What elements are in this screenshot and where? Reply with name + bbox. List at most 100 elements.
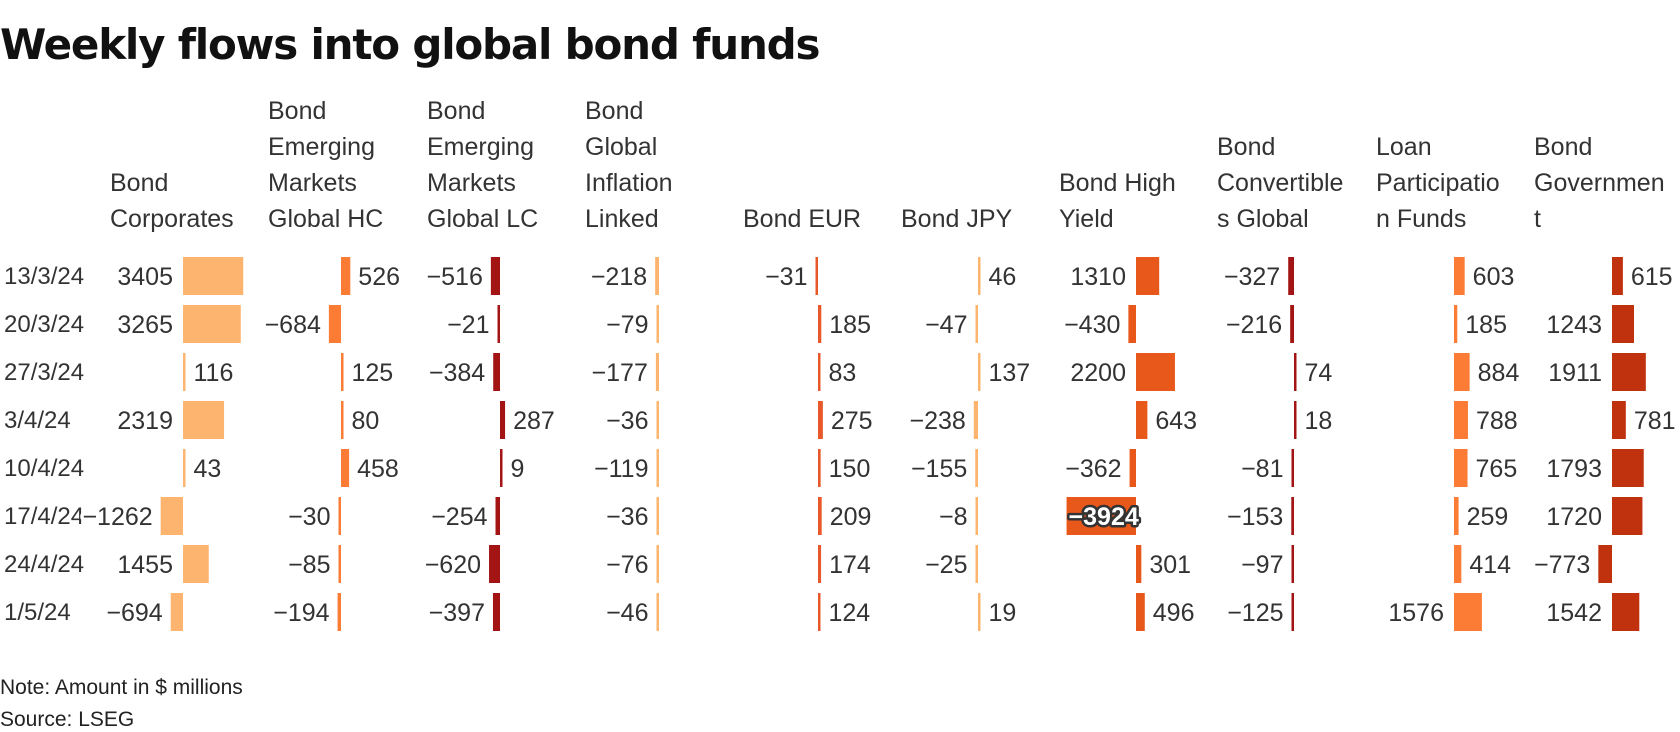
value-label: 414 [1469,551,1511,579]
column-header-bond-high-yield: Bond High Yield [1059,169,1176,233]
value-label: −153 [1227,503,1283,531]
value-label: −216 [1226,311,1282,339]
bar [183,305,241,343]
column-header-bond-jpy: Bond JPY [901,205,1013,233]
row-label: 13/3/24 [4,263,84,290]
bar [1291,497,1294,535]
value-label: 116 [194,359,234,387]
column-headers: Bond Corporates Bond Emerging Markets Global … [110,97,1665,233]
value-label: −30 [288,503,330,531]
bar [978,257,981,295]
value-label: −36 [606,407,648,435]
bar [1291,449,1294,487]
value-label: −36 [606,503,648,531]
bar [1454,545,1462,583]
value-label: −119 [594,455,648,483]
bar [1454,305,1458,343]
bar [338,497,341,535]
value-label: 43 [194,455,222,483]
value-label: 1911 [1548,359,1602,387]
panel-bond-high-yield: 1310 −430 2200 643 −362 −3924 301 496 [1061,257,1201,631]
bar [818,449,821,487]
value-label: 526 [358,263,400,291]
value-label: 781 [1634,407,1676,435]
bar [1294,353,1297,391]
row-label: 1/5/24 [4,599,71,626]
bar [1612,497,1643,535]
value-label: 209 [830,503,872,531]
bar [183,545,209,583]
value-label: 1243 [1546,311,1602,339]
bar [656,497,659,535]
value-label: −97 [1241,551,1283,579]
bar [338,545,341,583]
value-label: 2319 [117,407,173,435]
value-label: 615 [1631,263,1673,291]
value-label: −31 [765,263,807,291]
value-label: 124 [829,599,871,627]
column-header-bond-corporates: Bond Corporates [110,169,234,233]
value-label: 496 [1153,599,1195,627]
value-label: 643 [1155,407,1197,435]
column-header-bond-emerging-markets-global-lc: Bond Emerging Markets Global LC [427,97,538,233]
value-label: 80 [352,407,380,435]
value-label: 2200 [1070,359,1126,387]
bar [818,593,821,631]
value-label: −81 [1241,455,1283,483]
value-label: −397 [429,599,485,627]
panel-bond-convertibles-global: −327 −216 74 18 −81 −153 −97 −125 [1220,257,1336,631]
value-label: −694 [106,599,162,627]
bar [656,401,659,439]
bar [160,497,183,535]
bar [1136,257,1160,295]
value-label: −684 [265,311,321,339]
bar [341,401,344,439]
bar [1612,401,1626,439]
row-label: 27/3/24 [4,359,84,386]
bar [341,257,351,295]
value-label: 9 [511,455,525,483]
value-label: −47 [925,311,967,339]
bar [1291,593,1294,631]
value-label: −238 [909,407,965,435]
chart-title: Weekly flows into global bond funds [0,20,821,69]
bar [818,401,823,439]
row-labels: 13/3/24 20/3/24 27/3/24 3/4/24 10/4/24 17/4/2… [4,263,84,626]
bar [341,449,350,487]
bar [490,257,500,295]
value-label: 884 [1478,359,1520,387]
value-label: 301 [1149,551,1191,579]
value-label: −773 [1534,551,1590,579]
value-label: 83 [829,359,857,387]
value-label: −516 [427,263,483,291]
value-label: 1720 [1546,503,1602,531]
bar [497,305,500,343]
bar [978,593,981,631]
bar [1612,449,1644,487]
panel-bond-global-inflation-linked: −218 −79 −177 −36 −119 −36 −76 −46 [587,257,659,631]
value-label: −384 [429,359,485,387]
bar [495,497,500,535]
value-label: 1310 [1070,263,1126,291]
bar [1454,257,1465,295]
bar [492,593,500,631]
column-header-bond-convertibles-global: Bond Convertible s Global [1217,133,1343,233]
bar [1454,449,1468,487]
value-label: 185 [829,311,871,339]
bar [818,545,822,583]
value-label: −254 [431,503,487,531]
bar [183,449,186,487]
bar [656,593,659,631]
bar [1290,305,1294,343]
bar [493,353,500,391]
panel-bond-emerging-markets-global-hc: 526 −684 125 80 458 −30 −85 −194 [261,257,404,631]
bar [975,305,978,343]
value-label: 74 [1305,359,1333,387]
bar [1612,353,1646,391]
bar [1612,305,1635,343]
value-label: −79 [606,311,648,339]
value-label: 458 [357,455,399,483]
panel-bond-government: 615 1243 1911 781 1793 1720 −773 1542 [1531,257,1679,631]
source-line: Source: LSEG [0,708,135,731]
bar [183,353,186,391]
